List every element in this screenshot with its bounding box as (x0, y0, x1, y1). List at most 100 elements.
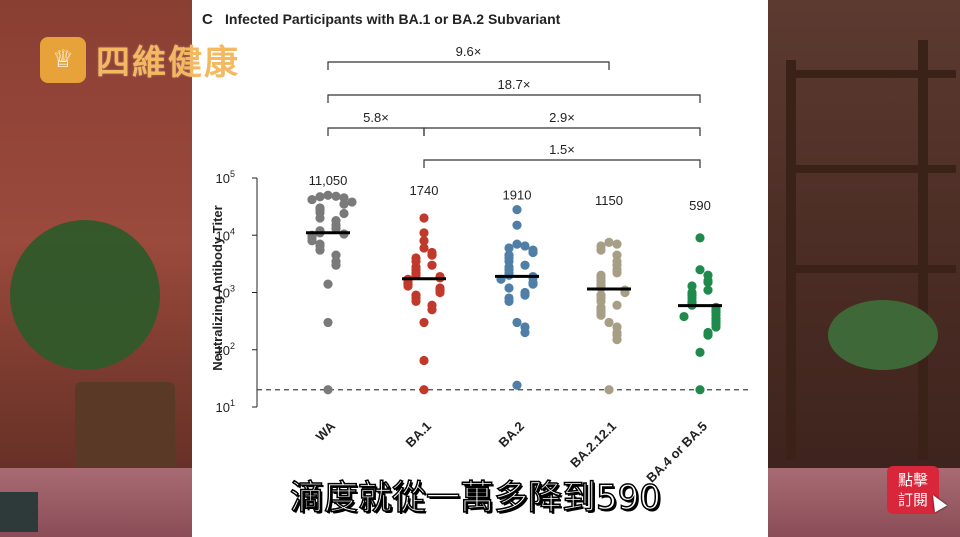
data-point (512, 205, 522, 215)
background-plant (10, 220, 160, 370)
data-point (411, 296, 421, 306)
bracket-line (423, 127, 701, 136)
data-point (427, 250, 437, 260)
data-point (307, 194, 317, 205)
data-point (331, 260, 341, 270)
subscribe-label-line2: 訂閱 (897, 491, 928, 509)
data-point (419, 355, 429, 366)
shelf-board (786, 265, 956, 273)
series-ba-4-or-ba-5: 590 (678, 198, 722, 395)
data-point (323, 317, 333, 328)
fold-change-label: 5.8× (363, 110, 389, 125)
y-tick-label: 102 (216, 341, 235, 358)
data-point (596, 245, 606, 255)
video-subtitle: 滴度就從一萬多降到590 (289, 477, 661, 519)
data-point (512, 380, 522, 390)
data-point (596, 310, 606, 320)
data-point (520, 260, 530, 270)
data-point (419, 243, 429, 253)
shelf-post (918, 40, 928, 460)
data-point (520, 290, 530, 300)
data-point (323, 279, 333, 289)
data-point (331, 191, 341, 201)
data-point (339, 208, 349, 219)
series-ba-1: 1740 (402, 183, 446, 395)
data-point (347, 197, 357, 207)
data-point (703, 330, 713, 340)
data-point (419, 385, 429, 395)
bracket-line (423, 159, 701, 168)
data-point (504, 296, 514, 306)
data-point (419, 236, 429, 246)
x-tick-label: WA (313, 418, 339, 444)
data-point (307, 236, 317, 246)
data-point (435, 287, 445, 298)
channel-logo: ♕ 四維健康 (40, 35, 240, 84)
plant-pot (75, 382, 175, 472)
data-point (512, 220, 522, 230)
data-point (703, 277, 713, 288)
series-ba-2: 1910 (495, 188, 539, 390)
data-point (679, 311, 689, 322)
logo-text: 四維健康 (96, 43, 240, 83)
series-ba-2-12-1: 1150 (587, 193, 631, 395)
comparison-bracket: 1.5× (423, 142, 701, 168)
data-point (520, 241, 530, 251)
fold-change-label: 1.5× (549, 142, 575, 157)
comparison-bracket: 9.6× (327, 44, 610, 70)
y-tick-label: 103 (216, 284, 235, 301)
data-point (612, 335, 622, 345)
data-point (323, 190, 333, 200)
shelf-plant (828, 300, 938, 370)
data-point (512, 239, 522, 249)
background-wall-right (768, 0, 960, 537)
data-point (419, 317, 429, 328)
data-point (512, 317, 522, 328)
data-point (504, 243, 514, 253)
comparison-bracket: 5.8× (327, 110, 425, 136)
median-label: 1740 (410, 183, 439, 198)
buddha-icon: ♕ (40, 36, 86, 83)
y-tick-label: 101 (216, 398, 235, 415)
panel-letter: C (202, 11, 213, 28)
median-label: 11,050 (309, 173, 348, 188)
book (0, 492, 38, 532)
bracket-line (327, 127, 425, 136)
data-point (695, 233, 705, 243)
y-axis-label: Neutralizing Antibody Titer (210, 205, 225, 370)
figure-panel: C Infected Participants with BA.1 or BA.… (192, 0, 768, 537)
shelf-board (786, 70, 956, 78)
x-tick-label: BA.2.12.1 (567, 419, 619, 471)
bracket-line (327, 94, 701, 103)
data-point (419, 228, 429, 238)
data-point (339, 199, 349, 209)
comparison-bracket: 2.9× (423, 110, 701, 136)
data-point (504, 283, 514, 293)
data-point (520, 327, 530, 338)
data-point (604, 237, 614, 248)
data-point (703, 285, 713, 295)
data-point (612, 239, 622, 249)
y-tick-label: 105 (216, 169, 235, 186)
shelf-board (786, 165, 956, 173)
antibody-titer-chart: C Infected Participants with BA.1 or BA.… (202, 11, 752, 485)
data-point (695, 347, 705, 357)
x-tick-label: BA.2 (496, 419, 528, 451)
median-label: 1150 (595, 193, 623, 208)
y-tick-label: 104 (216, 226, 235, 243)
data-point (315, 245, 325, 255)
data-point (427, 305, 437, 315)
data-point (419, 213, 429, 223)
subscribe-button[interactable]: 點擊 訂閱 (887, 466, 939, 514)
data-point (695, 265, 705, 275)
data-point (604, 385, 614, 395)
bracket-line (327, 61, 610, 70)
fold-change-label: 2.9× (549, 110, 575, 125)
comparison-bracket: 18.7× (327, 77, 701, 103)
data-point (528, 279, 538, 289)
data-point (403, 281, 413, 291)
shelf-post (786, 60, 796, 460)
data-point (315, 192, 325, 202)
median-label: 590 (689, 198, 711, 213)
